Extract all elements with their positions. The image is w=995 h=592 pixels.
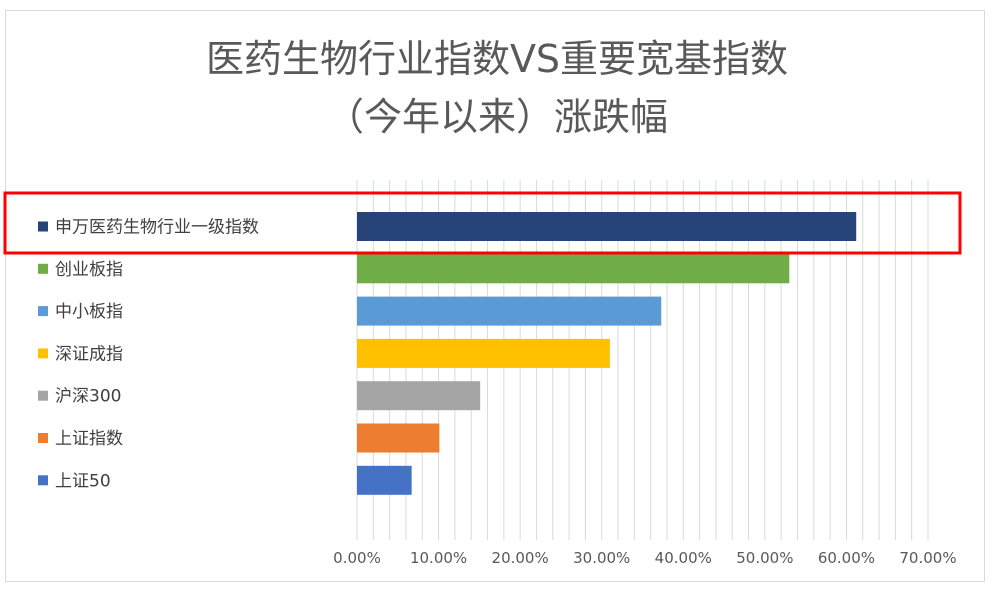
highlight-box	[3, 191, 962, 255]
x-axis-ticks: 0.00% 10.00% 20.00% 30.00% 40.00% 50.00% 60.00…	[333, 549, 956, 567]
chart-title-line-1: 医药生物行业指数VS重要宽基指数	[206, 37, 788, 81]
x-tick-label: 20.00%	[492, 549, 549, 567]
bar-3	[357, 296, 662, 326]
x-tick-label: 40.00%	[655, 549, 712, 567]
x-tick-label: 10.00%	[410, 549, 467, 567]
legend-swatch	[38, 390, 48, 401]
legend-label: 创业板指	[55, 260, 123, 280]
bar-2	[357, 254, 790, 284]
legend-swatch	[38, 263, 48, 274]
legend-swatch	[38, 348, 48, 359]
bar-1	[357, 212, 857, 241]
x-tick-label: 60.00%	[818, 549, 875, 567]
bars	[357, 212, 857, 495]
legend-label: 上证50	[55, 471, 111, 491]
x-tick-label: 50.00%	[736, 549, 793, 567]
legend-swatch	[38, 475, 48, 486]
bar-5	[357, 381, 481, 411]
legend-label: 深证成指	[55, 344, 123, 364]
legend-label: 上证指数	[55, 429, 123, 449]
bar-7	[357, 465, 412, 495]
chart-title-line-2: （今年以来）涨跌幅	[326, 95, 668, 139]
bar-4	[357, 338, 610, 368]
legend-swatch	[38, 433, 48, 443]
x-tick-label: 30.00%	[573, 549, 630, 567]
highlight-box-rect	[3, 191, 962, 255]
legend-label: 中小板指	[55, 302, 123, 322]
chart-frame	[5, 10, 985, 582]
bar-6	[357, 423, 440, 453]
legend-label: 沪深300	[55, 387, 121, 407]
legend-label: 申万医药生物行业一级指数	[55, 218, 259, 238]
x-tick-label: 0.00%	[333, 549, 381, 567]
legend-swatch	[38, 306, 48, 317]
legend-swatch	[38, 221, 48, 232]
x-tick-label: 70.00%	[899, 549, 956, 567]
